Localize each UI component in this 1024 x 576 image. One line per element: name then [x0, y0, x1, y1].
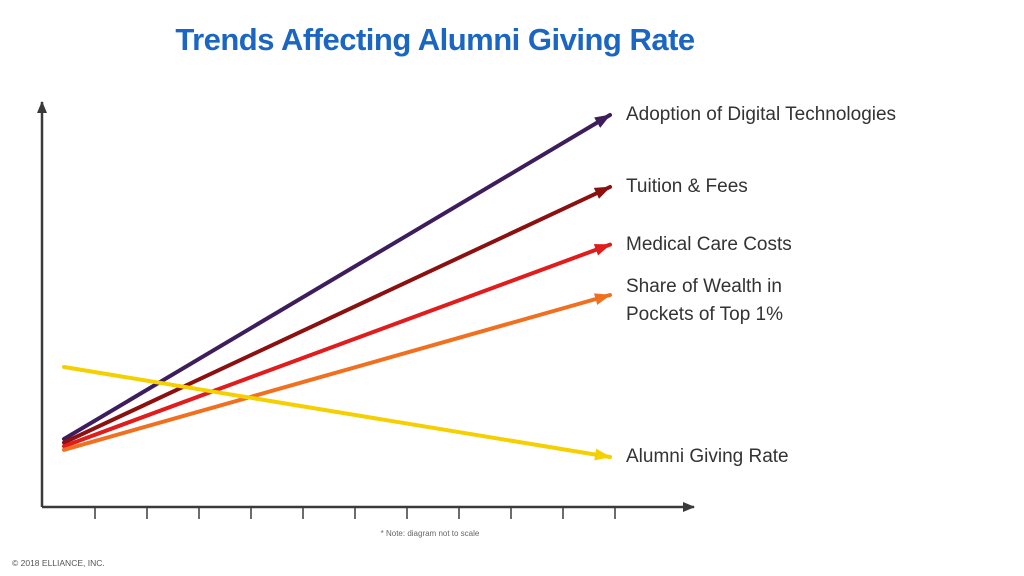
series-label-3: Share of Wealth in Pockets of Top 1% — [626, 273, 783, 329]
series-label-0: Adoption of Digital Technologies — [626, 101, 896, 129]
series-label-1: Tuition & Fees — [626, 173, 748, 201]
x-ticks — [94, 507, 616, 519]
copyright-text: © 2018 ELLIANCE, INC. — [12, 558, 105, 568]
axes — [37, 101, 695, 512]
chart-title: Trends Affecting Alumni Giving Rate — [175, 22, 695, 57]
series-line-3 — [62, 293, 612, 452]
series-label-line: Pockets of Top 1% — [626, 304, 784, 325]
series-label-line: Adoption of Digital Technologies — [626, 104, 897, 125]
series-label-line: Tuition & Fees — [626, 176, 748, 197]
scale-note: * Note: diagram not to scale — [380, 529, 480, 538]
series-label-4: Alumni Giving Rate — [626, 443, 789, 471]
series-label-2: Medical Care Costs — [626, 231, 792, 259]
series-label-line: Share of Wealth in — [626, 276, 782, 297]
series-label-line: Medical Care Costs — [626, 233, 792, 255]
series-lines — [62, 113, 612, 461]
series-label-line: Alumni Giving Rate — [626, 446, 789, 467]
series-line-0 — [62, 113, 612, 441]
series-line-4 — [62, 365, 612, 461]
series-line-1 — [62, 185, 612, 445]
series-line-2 — [62, 242, 612, 449]
